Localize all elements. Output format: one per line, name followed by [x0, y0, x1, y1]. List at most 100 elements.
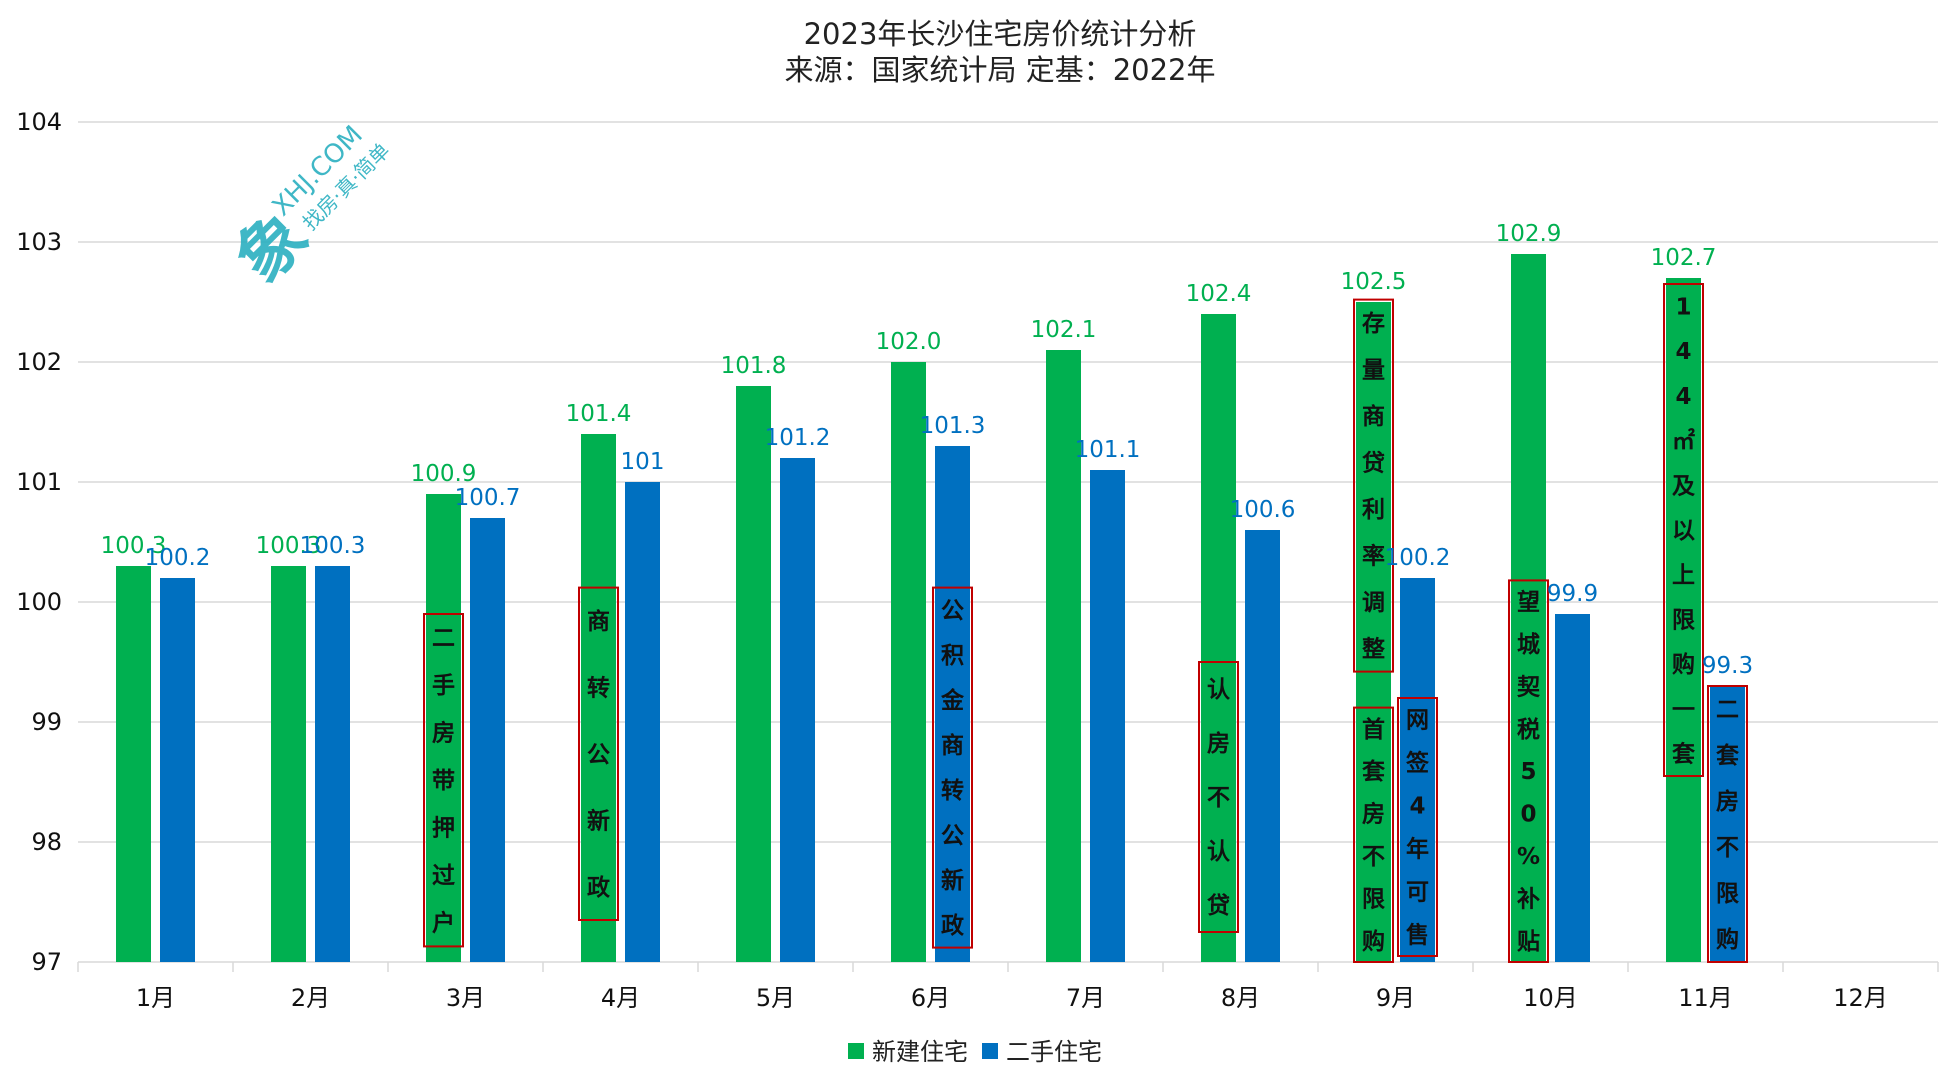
x-tick-label: 11月	[1678, 984, 1733, 1012]
annotation-box	[1663, 283, 1704, 777]
data-label: 100.3	[256, 533, 322, 559]
annotation-box	[578, 586, 619, 921]
annotation-char: ㎡	[1672, 428, 1695, 455]
annotation-char: 整	[1362, 635, 1385, 662]
annotation-char: 契	[1516, 674, 1541, 700]
data-label: 101.4	[566, 401, 632, 427]
annotation-char: 商	[587, 608, 610, 635]
chart-title: 2023年长沙住宅房价统计分析	[804, 17, 1197, 51]
legend: 新建住宅 二手住宅	[848, 1038, 1102, 1066]
annotation-char: 4	[1675, 384, 1691, 410]
x-tick-label: 5月	[756, 984, 795, 1012]
data-label: 100.2	[145, 545, 211, 571]
annotation-char: 年	[1406, 836, 1429, 863]
annotation-char: 4	[1409, 794, 1425, 820]
annotation-char: 一	[1672, 697, 1695, 723]
x-tick-label: 12月	[1833, 984, 1888, 1012]
annotation-char: 商	[941, 732, 964, 759]
bar-second-hand	[160, 578, 195, 962]
data-label: 100.3	[101, 533, 167, 559]
data-label: 102.7	[1651, 245, 1717, 271]
annotation-char: 补	[1517, 886, 1540, 912]
annotation-char: 量	[1362, 357, 1385, 383]
y-tick-label: 102	[16, 348, 62, 376]
annotation-char: 押	[432, 816, 455, 842]
annotation-char: 转	[941, 777, 964, 804]
annotation-char: 金	[940, 687, 965, 714]
annotation-char: 调	[1362, 590, 1385, 616]
bar-new	[581, 434, 616, 962]
bar-new	[1046, 350, 1081, 962]
data-label: 100.9	[411, 461, 477, 487]
legend-label-second-hand: 二手住宅	[1006, 1038, 1102, 1066]
data-label: 102.5	[1341, 269, 1407, 295]
annotation-char: 手	[432, 673, 455, 699]
annotation-box	[1707, 685, 1748, 963]
annotation-char: 公	[941, 598, 964, 624]
bar-second-hand	[1090, 470, 1125, 962]
annotation-box	[423, 613, 464, 948]
annotation-char: 带	[432, 768, 455, 794]
annotation-char: 二	[1716, 697, 1739, 723]
annotation-box	[1353, 706, 1394, 963]
data-label: 101.1	[1075, 437, 1141, 463]
annotation-char: 限	[1362, 886, 1385, 912]
legend-label-new: 新建住宅	[872, 1038, 968, 1066]
annotation-box	[1198, 661, 1239, 933]
y-tick-label: 97	[31, 948, 62, 976]
bar-second-hand	[1245, 530, 1280, 962]
annotation-char: 5	[1520, 759, 1536, 785]
x-tick-label: 1月	[136, 984, 175, 1012]
annotation-char: 公	[941, 823, 964, 849]
annotation-box	[932, 586, 973, 949]
annotation-char: 政	[587, 875, 611, 901]
grid-lines	[77, 121, 1939, 972]
bar-second-hand	[780, 458, 815, 962]
y-tick-label: 99	[31, 708, 62, 736]
bar-new	[736, 386, 771, 962]
bar-new	[271, 566, 306, 962]
annotation-char: 认	[1207, 677, 1230, 703]
data-label: 100.2	[1385, 545, 1451, 571]
annotation-char: 0	[1520, 802, 1536, 828]
annotation-char: 不	[1207, 785, 1230, 811]
annotation-char: 望	[1517, 590, 1540, 616]
annotation-box	[1397, 697, 1438, 957]
bar-second-hand	[625, 482, 660, 962]
bar-new	[1666, 278, 1701, 962]
data-label: 102.4	[1186, 281, 1252, 307]
watermark: 象 XHJ.COM 找房·真·简单	[221, 120, 394, 298]
bar-new	[426, 494, 461, 962]
x-tick-label: 7月	[1066, 984, 1105, 1012]
x-tick-label: 2月	[291, 984, 330, 1012]
annotation-char: 套	[1362, 759, 1385, 785]
annotation-char: 售	[1406, 922, 1429, 949]
annotation-char: 不	[1362, 844, 1385, 870]
annotation-char: 签	[1405, 750, 1430, 777]
data-label: 101.8	[721, 353, 787, 379]
annotation-char: 套	[1672, 742, 1695, 768]
bar-second-hand	[315, 566, 350, 962]
annotation-char: 存	[1362, 310, 1385, 337]
chart-subtitle: 来源：国家统计局 定基：2022年	[784, 53, 1215, 87]
annotation-char: 网	[1406, 708, 1429, 734]
bar-new	[1511, 254, 1546, 962]
annotations: 二手房带押过户商转公新政公积金商转公新政认房不认贷存量商贷利率调整首套房不限购网…	[423, 283, 1748, 964]
y-tick-label: 104	[16, 108, 62, 136]
annotation-char: 房	[1207, 730, 1230, 757]
x-tick-label: 10月	[1523, 984, 1578, 1012]
annotation-char: 限	[1672, 607, 1695, 633]
annotation-char: 上	[1672, 563, 1695, 589]
annotation-char: 贷	[1207, 892, 1230, 919]
y-axis-ticks: 97 98 99 100 101 102 103 104	[16, 108, 62, 976]
annotation-char: 税	[1517, 716, 1540, 743]
bar-second-hand	[1400, 578, 1435, 962]
annotation-char: 房	[432, 720, 455, 747]
annotation-char: 商	[1362, 403, 1385, 430]
bar-second-hand	[1710, 686, 1745, 962]
annotation-char: 限	[1716, 881, 1739, 907]
y-tick-label: 101	[16, 468, 62, 496]
data-label: 101.2	[765, 425, 831, 451]
